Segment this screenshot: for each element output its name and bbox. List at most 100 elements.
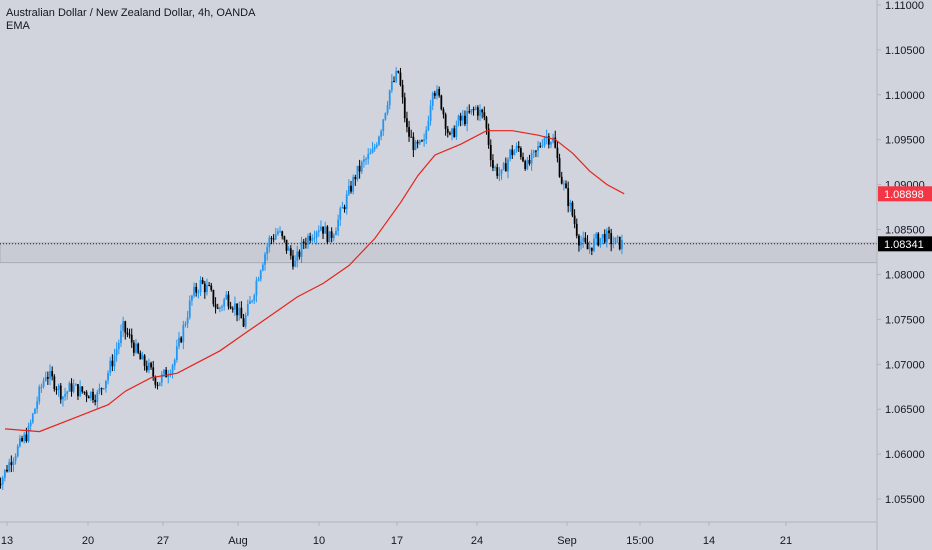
candle-body <box>384 112 387 120</box>
candle-body <box>399 72 402 85</box>
candle-body <box>537 146 539 151</box>
time-tick-label: 27 <box>157 535 169 547</box>
candle-body <box>436 89 438 96</box>
candle-body <box>165 369 168 378</box>
candle-body <box>367 154 370 160</box>
candle-body <box>403 97 406 119</box>
candle-body <box>382 119 385 132</box>
time-axis[interactable]: 13 20 27 Aug 10 17 24 Sep 15:00 14 21 <box>1 522 792 547</box>
candle-body <box>36 401 39 409</box>
candle-body <box>167 375 170 378</box>
candle-body <box>51 371 54 377</box>
candle-body <box>57 385 60 390</box>
candle-body <box>279 231 281 233</box>
candle-body <box>225 294 228 300</box>
candle-body <box>253 295 256 301</box>
candle-body <box>283 236 286 240</box>
candle-body <box>10 462 13 466</box>
candle-body <box>509 149 512 160</box>
candle-body <box>395 70 398 82</box>
candle-body <box>406 118 408 128</box>
time-tick-label: 15:00 <box>626 535 654 547</box>
candle-body <box>474 107 477 110</box>
candle-body <box>72 385 75 392</box>
candle-body <box>229 306 232 309</box>
candle-body <box>302 241 305 244</box>
candle-body <box>610 233 613 245</box>
candle-body <box>550 142 552 145</box>
time-tick-label: Aug <box>228 535 248 547</box>
candle-body <box>240 307 243 319</box>
candles-group <box>0 67 623 491</box>
candle-body <box>272 238 275 240</box>
candle-body <box>500 169 503 174</box>
candle-body <box>236 303 238 316</box>
candle-body <box>298 251 301 257</box>
candle-body <box>218 307 221 309</box>
candle-body <box>343 206 346 210</box>
candle-body <box>178 337 180 347</box>
candle-body <box>148 362 150 371</box>
candle-body <box>55 389 58 391</box>
candle-body <box>603 234 606 243</box>
candle-body <box>421 140 423 142</box>
candle-body <box>554 137 557 148</box>
candle-body <box>255 280 258 296</box>
candle-body <box>571 202 574 216</box>
candle-body <box>373 146 376 150</box>
candle-body <box>332 235 335 238</box>
candle-body <box>599 237 602 246</box>
candle-body <box>378 136 380 145</box>
time-tick-label: 21 <box>780 535 792 547</box>
candle-body <box>126 332 129 335</box>
candle-body <box>199 279 202 293</box>
candle-body <box>29 422 32 427</box>
candle-body <box>137 343 140 353</box>
price-tick-label: 1.10500 <box>885 45 925 57</box>
candle-body <box>444 114 447 129</box>
candle-body <box>246 303 249 316</box>
candle-body <box>231 308 234 310</box>
candle-body <box>543 137 546 146</box>
candle-body <box>418 140 421 144</box>
ema-price-badge-label: 1.08898 <box>884 189 924 201</box>
candle-body <box>92 391 94 400</box>
last-price-badge <box>878 236 932 252</box>
price-tick-label: 1.08500 <box>885 225 925 237</box>
candle-body <box>156 384 159 386</box>
candle-body <box>446 128 449 133</box>
candle-body <box>141 355 144 360</box>
candle-body <box>74 384 77 386</box>
candle-body <box>3 469 6 478</box>
candle-body <box>556 147 559 159</box>
indicator-label[interactable]: EMA <box>6 20 30 32</box>
candle-body <box>311 238 314 241</box>
candle-body <box>612 243 615 245</box>
candle-body <box>416 141 419 144</box>
candle-body <box>191 295 193 301</box>
price-tick-label: 1.10000 <box>885 90 925 102</box>
candle-body <box>449 132 451 135</box>
candle-body <box>12 460 15 466</box>
candle-body <box>573 215 576 224</box>
candle-body <box>223 299 226 307</box>
price-axis[interactable]: 1.110001.105001.100001.095001.090001.085… <box>877 0 925 506</box>
candle-body <box>6 469 8 472</box>
candle-body <box>330 231 333 238</box>
candle-body <box>433 92 436 96</box>
candle-body <box>100 388 103 390</box>
candle-body <box>25 434 28 442</box>
candle-body <box>408 127 410 137</box>
candle-body <box>14 456 17 461</box>
candle-body <box>212 289 215 305</box>
candle-body <box>289 248 292 256</box>
candle-body <box>317 230 320 233</box>
candle-body <box>593 238 595 251</box>
candle-body <box>535 150 537 152</box>
price-tick-label: 1.06500 <box>885 404 925 416</box>
time-tick-label: 14 <box>703 535 715 547</box>
candle-body <box>320 226 322 231</box>
candle-body <box>388 90 391 106</box>
candle-body <box>210 285 213 290</box>
